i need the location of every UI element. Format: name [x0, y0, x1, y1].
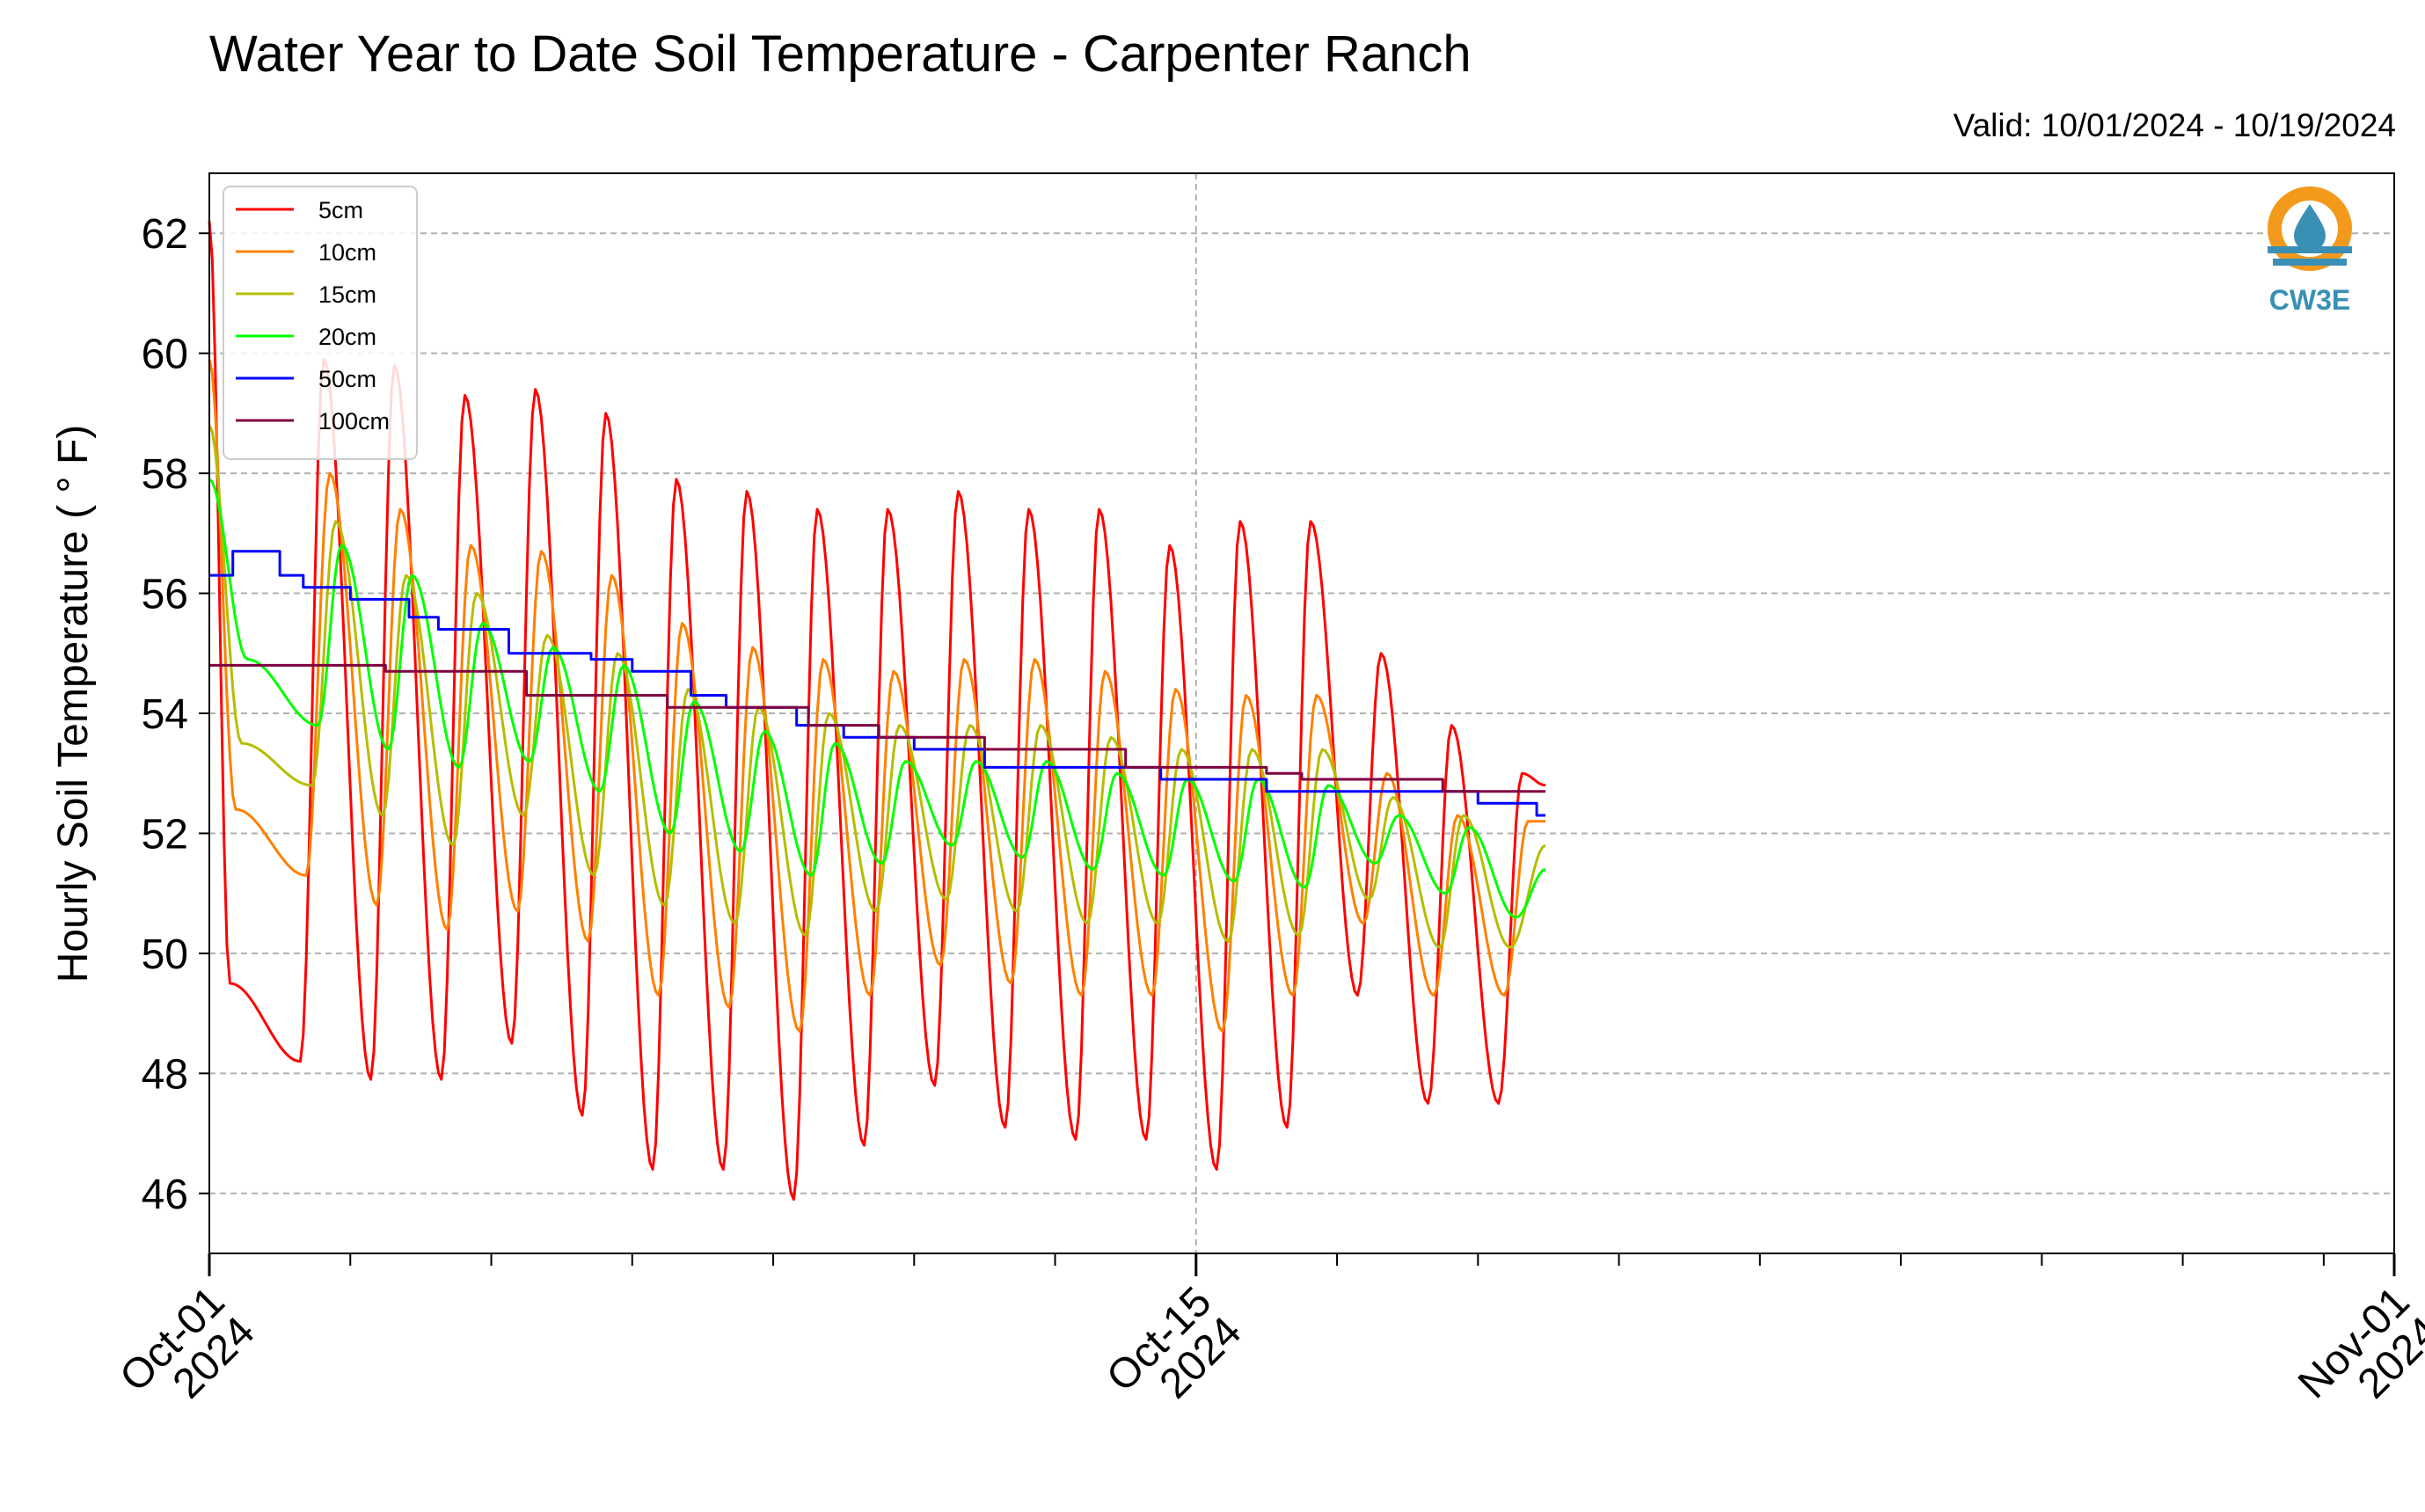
y-tick-label: 54	[142, 691, 188, 738]
y-tick-label: 48	[142, 1051, 188, 1098]
logo-text: CW3E	[2269, 284, 2350, 316]
x-tick-label: Oct-012024	[111, 1278, 263, 1430]
legend-label: 50cm	[318, 366, 376, 392]
y-tick-label: 62	[142, 211, 188, 258]
y-tick-label: 52	[142, 811, 188, 858]
series-line-15cm	[208, 424, 1546, 949]
y-tick-label: 50	[142, 931, 188, 978]
grid-lines	[209, 173, 2394, 1253]
legend-label: 10cm	[318, 239, 376, 266]
valid-date-range: Valid: 10/01/2024 - 10/19/2024	[1953, 107, 2396, 143]
legend-label: 20cm	[318, 324, 376, 350]
legend-box	[223, 186, 418, 460]
series-line-50cm	[209, 550, 1546, 817]
y-axis-title: Hourly Soil Temperature ( ° F)	[50, 425, 97, 983]
x-tick-label: Oct-152024	[1098, 1278, 1250, 1430]
chart-title: Water Year to Date Soil Temperature - Ca…	[209, 26, 1472, 83]
y-tick-label: 46	[142, 1172, 188, 1218]
series-line-100cm	[209, 663, 1546, 793]
legend-label: 5cm	[318, 197, 363, 223]
y-tick-label: 58	[142, 451, 188, 498]
y-tick-label: 60	[142, 332, 188, 378]
x-tick-label: Nov-012024	[2290, 1278, 2425, 1437]
series-line-20cm	[208, 478, 1546, 919]
legend: 5cm 10cm 15cm 20cm 50cm 100cm	[223, 186, 418, 460]
legend-label: 15cm	[318, 281, 376, 308]
logo-wave-1	[2268, 246, 2352, 253]
y-tick-label: 56	[142, 572, 188, 618]
legend-label: 100cm	[318, 408, 390, 435]
series-lines	[208, 221, 1546, 1202]
logo-wave-2	[2273, 259, 2347, 266]
water-drop-icon	[2294, 204, 2326, 252]
cw3e-logo: CW3E	[2268, 186, 2352, 316]
series-line-10cm	[208, 359, 1546, 1034]
series-line-5cm	[208, 221, 1546, 1202]
